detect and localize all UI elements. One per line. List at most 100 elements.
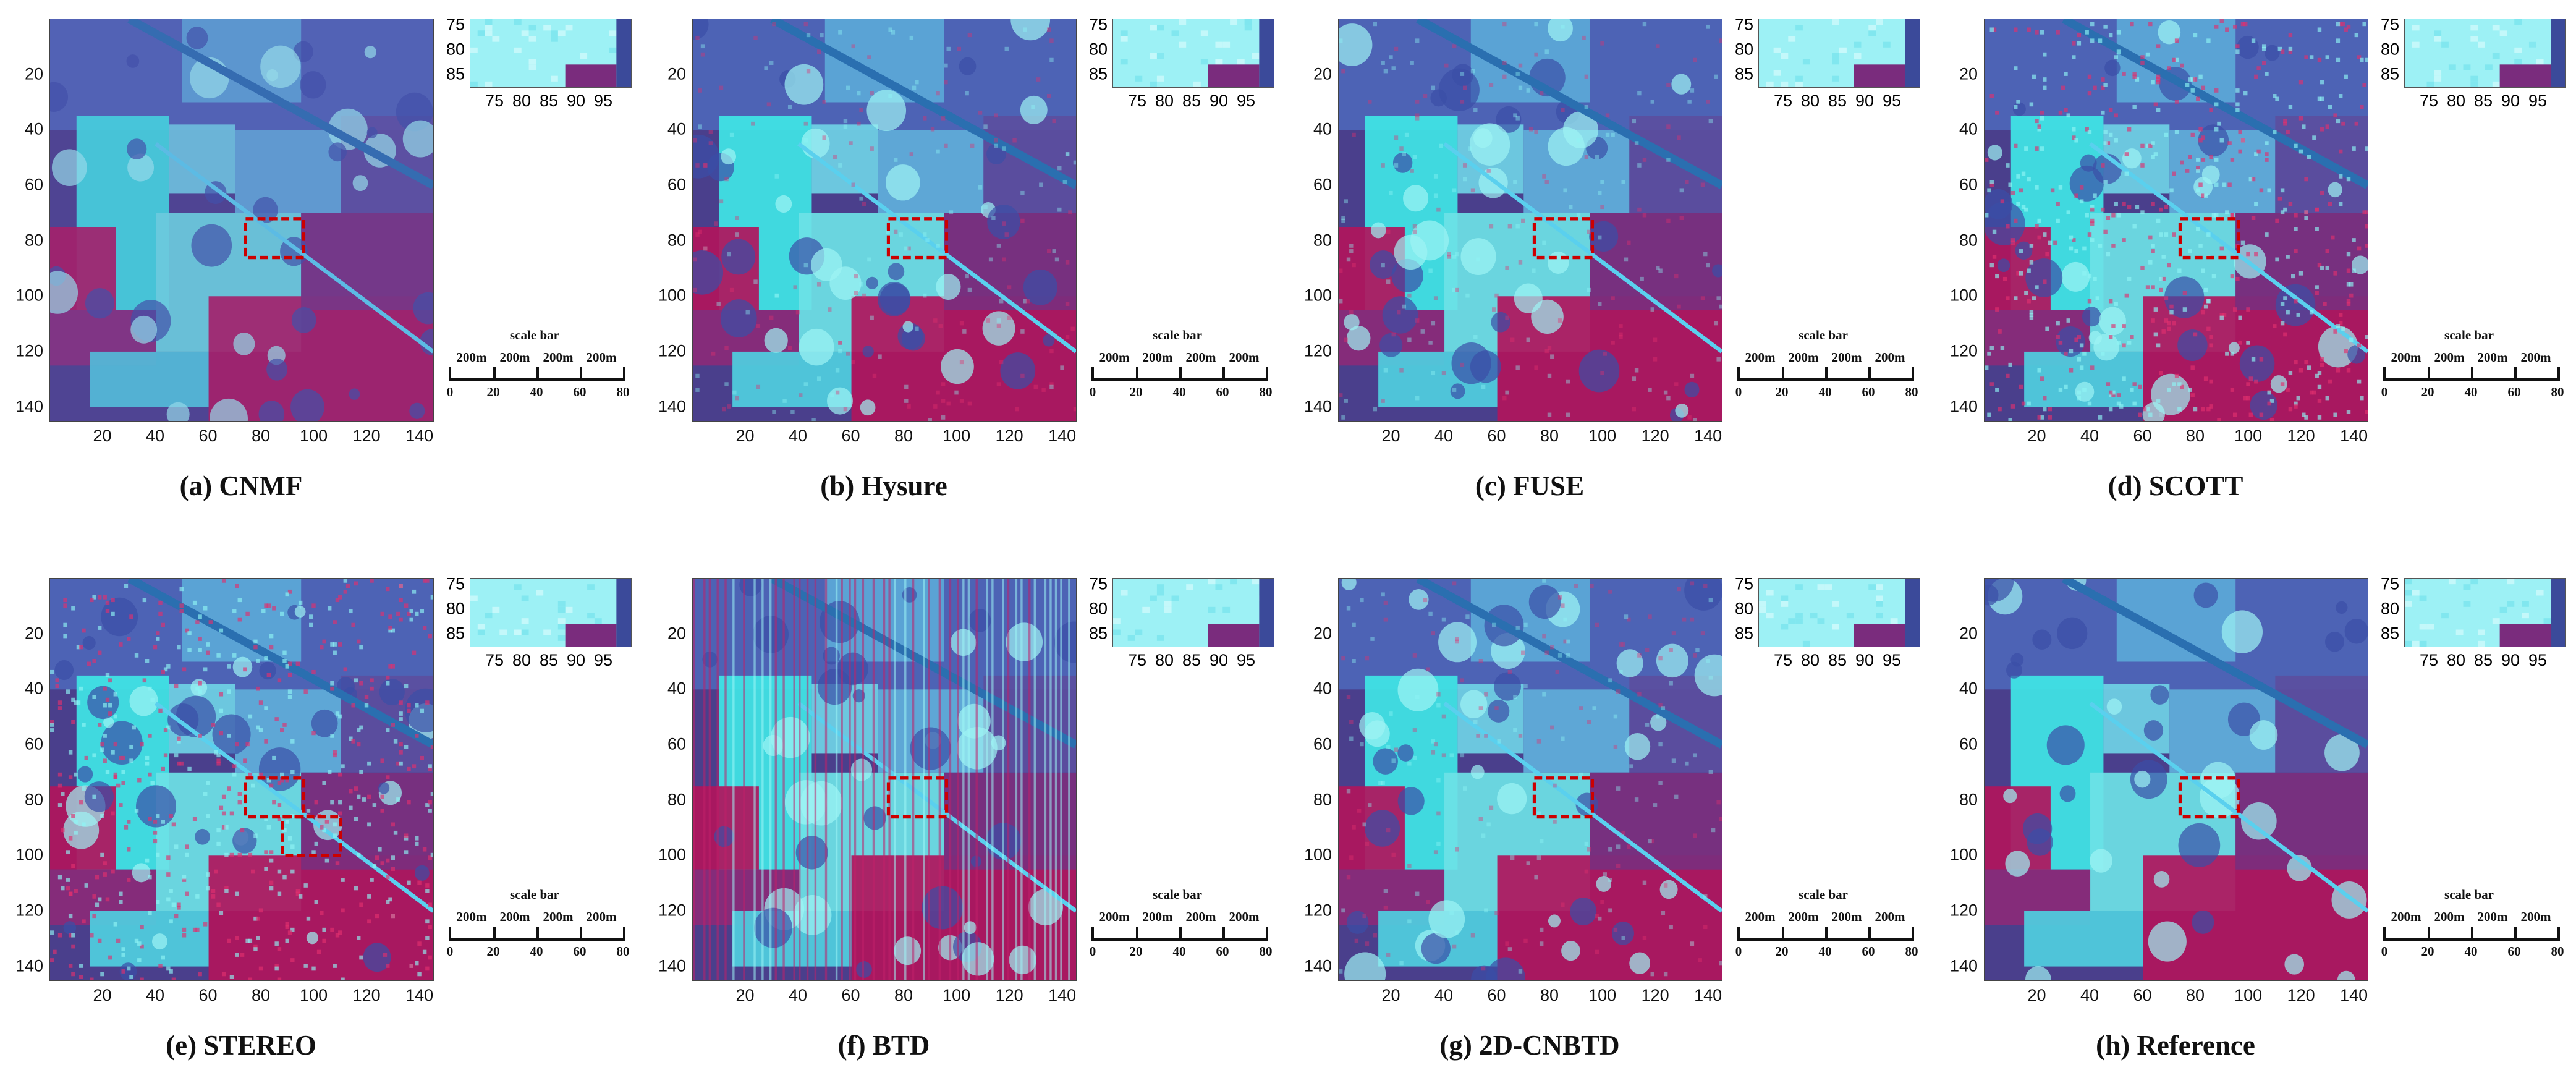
noise-pixel (1989, 382, 1994, 386)
noise-pixel (195, 620, 200, 624)
zoom-pixel (2441, 613, 2449, 619)
noise-pixel (1716, 357, 1721, 362)
noise-pixel (2090, 218, 2095, 223)
noise-pixel (399, 711, 403, 716)
noise-pixel (198, 637, 202, 641)
noise-pixel (2019, 188, 2023, 193)
noise-pixel (774, 293, 779, 298)
noise-pixel (274, 964, 279, 968)
noise-pixel (2307, 155, 2311, 159)
noise-pixel (1648, 839, 1652, 844)
noise-pixel (2336, 22, 2341, 27)
vegetation-blob (1514, 283, 1543, 313)
zoom-y-tick-label: 85 (1088, 624, 1108, 643)
zoom-pixel (557, 606, 566, 613)
noise-pixel (105, 897, 110, 902)
vegetation-blob (1548, 19, 1573, 42)
zoom-pixel (1795, 584, 1803, 590)
vegetation-blob (191, 224, 232, 267)
highlight-box (281, 815, 342, 857)
noise-pixel (2159, 412, 2163, 417)
noise-pixel (1489, 83, 1494, 87)
noise-pixel (362, 797, 366, 802)
y-tick-label: 120 (15, 341, 43, 360)
noise-pixel (1605, 132, 1610, 137)
noise-pixel (2315, 285, 2319, 290)
noise-pixel (237, 800, 242, 805)
noise-pixel (2043, 279, 2047, 284)
noise-pixel (198, 681, 202, 686)
vegetation-blob (2336, 601, 2348, 614)
noise-pixel (2235, 276, 2240, 281)
noise-pixel (2217, 418, 2221, 421)
noise-pixel (269, 783, 274, 788)
noise-pixel (404, 833, 409, 838)
noise-pixel (2190, 77, 2195, 82)
noise-pixel (703, 246, 708, 251)
noise-pixel (1640, 276, 1644, 281)
vegetation-blob (1486, 957, 1526, 980)
noise-pixel (2172, 321, 2176, 326)
noise-pixel (2269, 399, 2274, 403)
noise-pixel (2072, 135, 2076, 140)
zoom-x-axis: 75 80 85 90 95 (470, 651, 630, 669)
noise-pixel (2053, 240, 2057, 245)
noise-pixel (2090, 221, 2095, 226)
noise-pixel (2127, 276, 2132, 281)
zoom-pixel (1788, 36, 1796, 42)
vegetation-blob (764, 328, 788, 353)
noise-pixel (153, 645, 158, 650)
noise-pixel (2090, 22, 2095, 27)
noise-pixel (2056, 321, 2060, 326)
noise-pixel (2114, 55, 2118, 59)
noise-pixel (2167, 66, 2171, 70)
stripe-artifact (1028, 579, 1031, 980)
noise-pixel (1658, 268, 1663, 273)
noise-pixel (2048, 415, 2053, 420)
y-tick-label: 20 (1959, 624, 1978, 643)
noise-pixel (341, 977, 345, 980)
vegetation-blob (910, 727, 951, 770)
noise-pixel (333, 964, 337, 968)
noise-pixel (2072, 55, 2076, 59)
noise-pixel (1357, 809, 1362, 813)
noise-pixel (735, 232, 739, 237)
noise-pixel (1645, 648, 1650, 652)
noise-pixel (2161, 329, 2166, 334)
noise-pixel (1412, 653, 1417, 658)
noise-pixel (166, 855, 171, 860)
noise-pixel (1674, 382, 1679, 386)
noise-pixel (907, 246, 911, 251)
noise-pixel (148, 817, 152, 821)
noise-pixel (2294, 360, 2298, 365)
stripe-artifact (1049, 579, 1052, 980)
noise-pixel (729, 132, 734, 137)
noise-pixel (55, 678, 59, 683)
noise-pixel (1484, 908, 1488, 913)
stripe-artifact (769, 579, 772, 980)
noise-pixel (1645, 723, 1650, 727)
noise-pixel (2151, 202, 2155, 206)
noise-pixel (1600, 371, 1604, 376)
noise-pixel (703, 246, 708, 251)
noise-pixel (1057, 207, 1062, 212)
noise-pixel (2238, 130, 2242, 135)
vegetation-blob (2005, 851, 2030, 877)
zoom-x-tick-label: 75 (485, 91, 504, 110)
noise-pixel (182, 933, 187, 938)
noise-pixel (92, 595, 96, 600)
zoom-x-tick-label: 85 (1828, 91, 1847, 110)
noise-pixel (2008, 362, 2012, 367)
noise-pixel (1989, 180, 1994, 184)
fused-image (1984, 19, 2368, 422)
noise-pixel (1576, 138, 1581, 143)
noise-pixel (103, 872, 107, 877)
noise-pixel (221, 579, 226, 583)
noise-pixel (2261, 61, 2266, 65)
noise-pixel (846, 351, 850, 356)
noise-pixel (1690, 581, 1695, 586)
zoom-x-axis: 75 80 85 90 95 (1758, 91, 1919, 110)
zoom-pixel (1817, 584, 1825, 590)
noise-pixel (2119, 404, 2124, 409)
x-axis: 20 40 60 80 100 120 140 (1984, 986, 2368, 1004)
